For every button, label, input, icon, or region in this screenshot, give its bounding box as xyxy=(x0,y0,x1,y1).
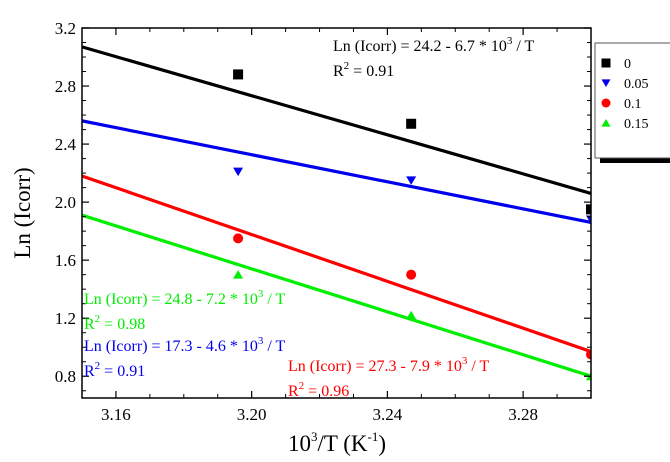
fit-line-series-3 xyxy=(82,213,591,378)
legend-label-1: 0.05 xyxy=(624,77,649,92)
r-squared-label-series-1: R2 = 0.91 xyxy=(84,360,145,380)
y-tick-label: 2.4 xyxy=(55,135,77,154)
data-point-series-3-1 xyxy=(406,310,417,320)
data-point-series-0-1 xyxy=(406,118,417,129)
r-squared-label-series-3: R2 = 0.98 xyxy=(84,313,145,333)
data-point-series-1-0 xyxy=(233,167,244,177)
equation-label-series-3: Ln (Icorr) = 24.8 - 7.2 * 103 / T xyxy=(84,288,286,308)
y-tick-label: 2.8 xyxy=(55,77,76,96)
legend-marker-1 xyxy=(601,79,611,88)
data-points xyxy=(233,69,591,381)
data-point-series-0-2 xyxy=(586,204,591,215)
data-point-series-2-1 xyxy=(406,269,417,280)
fit-line-series-1 xyxy=(82,119,591,225)
data-point-series-1-1 xyxy=(406,176,417,185)
data-point-series-2-0 xyxy=(233,233,244,244)
x-axis-title: 103/T (K-1) xyxy=(288,429,386,456)
plot-frame xyxy=(81,27,592,399)
y-axis-title: Ln (Icorr) xyxy=(10,167,35,258)
fit-lines xyxy=(82,45,591,378)
y-tick-label: 1.2 xyxy=(55,309,76,328)
equation-annotations: Ln (Icorr) = 24.2 - 6.7 * 103 / T R2 = 0.… xyxy=(84,35,535,400)
legend-marker-0 xyxy=(601,58,611,68)
x-tick-label: 3.24 xyxy=(373,405,403,424)
y-tick-label: 1.6 xyxy=(55,251,76,270)
x-tick-label: 3.20 xyxy=(237,405,267,424)
equation-label-series-1: Ln (Icorr) = 17.3 - 4.6 * 103 / T xyxy=(84,335,286,355)
r-squared-label-series-0: R2 = 0.91 xyxy=(333,60,394,80)
data-point-series-2-2 xyxy=(586,349,591,360)
equation-label-series-2: Ln (Icorr) = 27.3 - 7.9 * 103 / T xyxy=(288,355,490,375)
x-tick-label: 3.28 xyxy=(508,405,538,424)
legend-marker-3 xyxy=(601,118,611,127)
legend-marker-2 xyxy=(601,98,611,108)
data-point-series-3-0 xyxy=(233,270,244,279)
axis-ticks: 3.16 3.20 3.24 3.28 0.8 1.2 1.6 2.0 2.4 2.8 3.2 xyxy=(55,19,592,424)
equation-label-series-0: Ln (Icorr) = 24.2 - 6.7 * 103 / T xyxy=(333,35,535,55)
y-tick-label: 0.8 xyxy=(55,367,76,386)
data-point-series-0-0 xyxy=(233,69,244,80)
legend-label-0: 0 xyxy=(624,57,631,72)
r-squared-label-series-2: R2 = 0.96 xyxy=(288,380,349,400)
fit-line-series-0 xyxy=(82,45,591,195)
data-point-series-1-2 xyxy=(586,215,591,225)
y-tick-label: 3.2 xyxy=(55,19,76,38)
y-tick-label: 2.0 xyxy=(55,193,76,212)
fit-line-series-2 xyxy=(82,174,591,354)
x-tick-label: 3.16 xyxy=(101,405,131,424)
legend-label-3: 0.15 xyxy=(624,117,649,132)
legend-label-2: 0.1 xyxy=(624,97,642,112)
legend: 0 0.05 0.1 0.15 xyxy=(594,42,670,163)
legend-shadow xyxy=(600,158,670,163)
